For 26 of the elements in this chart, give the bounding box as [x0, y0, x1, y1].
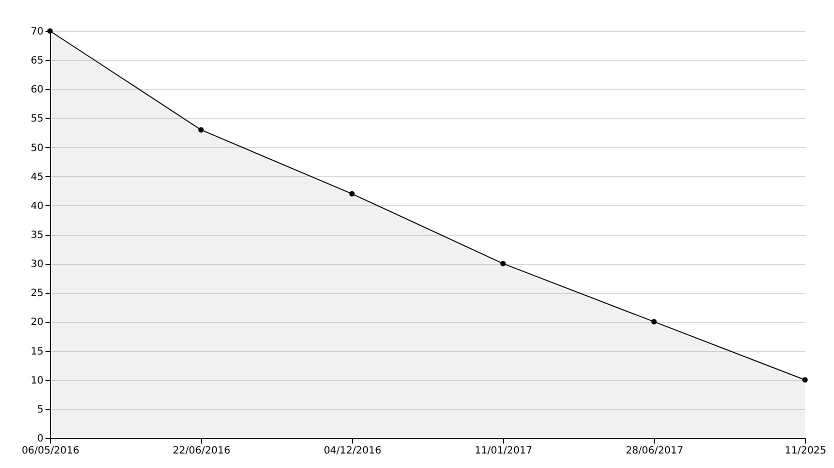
x-tick-label: 11/2025: [784, 446, 826, 456]
y-tick-label: 65: [30, 56, 44, 67]
y-tick-label: 20: [30, 317, 44, 328]
point: [802, 377, 808, 383]
y-tick-label: 50: [30, 142, 44, 154]
y-tick-label: 70: [30, 26, 44, 38]
y-tick-label: 40: [30, 200, 44, 212]
x-tick-label: 28/06/2017: [626, 446, 684, 456]
y-tick-label: 30: [30, 259, 44, 270]
y-tick-label: 55: [30, 114, 44, 125]
x-tick-label: 04/12/2016: [324, 446, 382, 456]
y-tick-label: 0: [37, 434, 44, 444]
y-tick-label: 10: [30, 375, 44, 386]
y-tick-label: 5: [37, 404, 44, 416]
x-tick-label: 06/05/2016: [22, 446, 80, 456]
y-tick-label: 35: [30, 230, 44, 241]
x-tick-label: 22/06/2016: [172, 446, 230, 456]
y-tick-label: 15: [30, 346, 44, 358]
point: [349, 191, 355, 197]
point: [651, 318, 657, 324]
point: [198, 127, 204, 133]
x-tick-label: 11/01/2017: [474, 446, 532, 456]
y-tick-label: 25: [30, 288, 44, 300]
y-tick-label: 60: [30, 84, 44, 96]
y-tick-label: 45: [30, 172, 44, 183]
point: [500, 260, 506, 266]
